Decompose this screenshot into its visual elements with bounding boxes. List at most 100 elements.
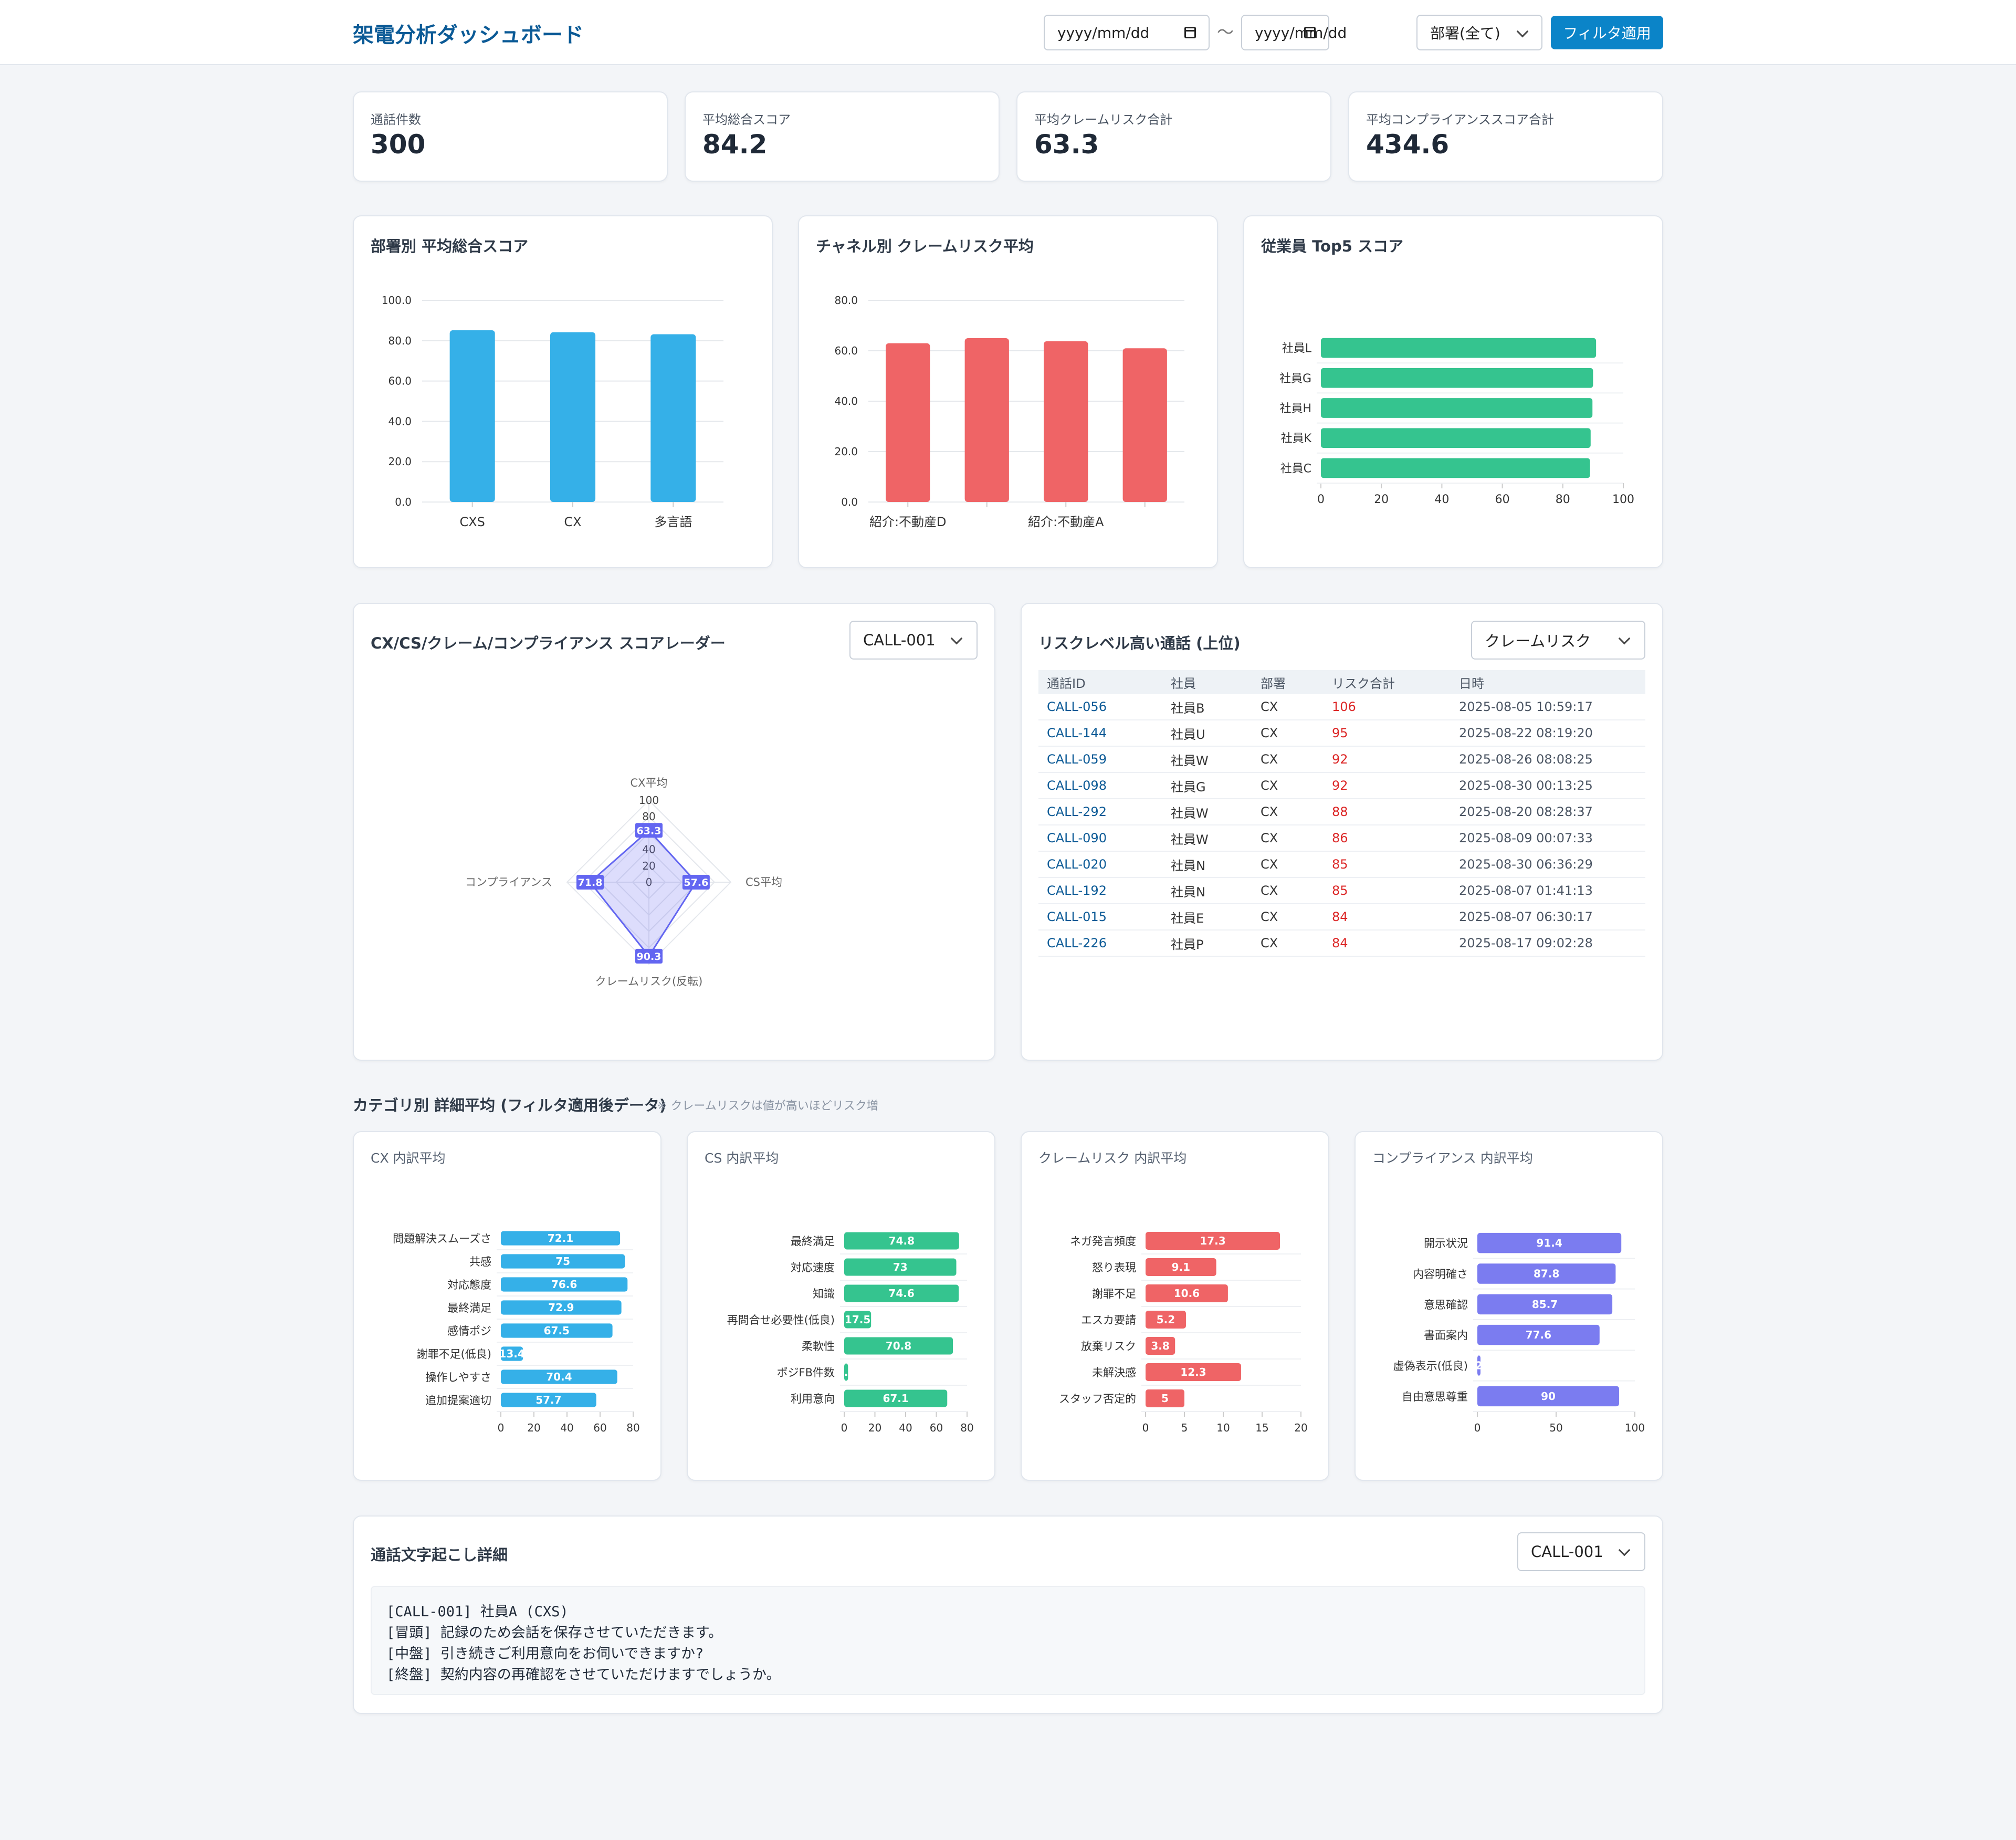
radar-call-select[interactable]: CALL-001 bbox=[849, 621, 978, 660]
calendar-icon[interactable] bbox=[1184, 27, 1196, 38]
radar-axis-label: コンプライアンス bbox=[465, 876, 552, 888]
call-id-link[interactable]: CALL-144 bbox=[1038, 720, 1162, 747]
table-row[interactable]: CALL-192 社員N CX 85 2025-08-07 01:41:13 bbox=[1038, 877, 1645, 904]
risk-total-cell: 85 bbox=[1324, 877, 1451, 904]
table-row[interactable]: CALL-020 社員N CX 85 2025-08-30 06:36:29 bbox=[1038, 851, 1645, 878]
data-label: 70.4 bbox=[546, 1371, 572, 1383]
y-tick-label: 100.0 bbox=[382, 294, 412, 307]
department-select[interactable]: 部署(全て) bbox=[1416, 15, 1542, 50]
claim-breakdown-card: クレームリスク 内訳平均 0 5 10 15 20 ネガ発言頻度 17.3 怒り表現 9.1 謝罪… bbox=[1021, 1131, 1329, 1481]
call-id-link[interactable]: CALL-090 bbox=[1038, 825, 1162, 852]
call-id-link[interactable]: CALL-192 bbox=[1038, 877, 1162, 904]
table-row[interactable]: CALL-098 社員G CX 92 2025-08-30 00:13:25 bbox=[1038, 772, 1645, 799]
data-label: 87.8 bbox=[1534, 1268, 1559, 1280]
bar bbox=[844, 1284, 959, 1302]
kpi-label: 平均コンプライアンススコア合計 bbox=[1366, 112, 1554, 127]
table-row[interactable]: CALL-056 社員B CX 106 2025-08-05 10:59:17 bbox=[1038, 694, 1645, 720]
transcript-text: [CALL-001] 社員A (CXS) [冒頭] 記録のため会話を保存させてい… bbox=[371, 1586, 1645, 1695]
table-row[interactable]: CALL-144 社員U CX 95 2025-08-22 08:19:20 bbox=[1038, 720, 1645, 747]
datetime-cell: 2025-08-30 06:36:29 bbox=[1451, 851, 1645, 878]
risk-total-cell: 84 bbox=[1324, 904, 1451, 931]
apply-filter-button[interactable]: フィルタ適用 bbox=[1551, 16, 1663, 49]
x-tick-label: 5 bbox=[1181, 1421, 1188, 1434]
kpi-card-call-count: 通話件数 300 bbox=[353, 91, 668, 182]
call-id-link[interactable]: CALL-098 bbox=[1038, 772, 1162, 799]
x-tick-label: CX bbox=[564, 515, 581, 529]
bar bbox=[1477, 1355, 1480, 1376]
claim-breakdown-chart: 0 5 10 15 20 ネガ発言頻度 17.3 怒り表現 9.1 謝罪不足 10.6 エスカ要請 5.… bbox=[1059, 1232, 1308, 1434]
high-risk-calls-table: 通話ID 社員 部署 リスク合計 日時 CALL-056 社員B CX 106 2025… bbox=[1038, 670, 1645, 957]
table-row[interactable]: CALL-059 社員W CX 92 2025-08-26 08:08:25 bbox=[1038, 746, 1645, 773]
y-category-label: 意思確認 bbox=[1424, 1299, 1468, 1311]
call-id-link[interactable]: CALL-226 bbox=[1038, 930, 1162, 957]
channel-risk-chart: 0.0 20.0 40.0 60.0 80.0 紹介:不動産D 紹介:不動産A bbox=[834, 294, 1184, 529]
table-row[interactable]: CALL-090 社員W CX 86 2025-08-09 00:07:33 bbox=[1038, 825, 1645, 852]
call-id-link[interactable]: CALL-056 bbox=[1038, 694, 1162, 720]
card-title: CX/CS/クレーム/コンプライアンス スコアレーダー bbox=[371, 634, 726, 652]
table-row[interactable]: CALL-292 社員W CX 88 2025-08-20 08:28:37 bbox=[1038, 799, 1645, 825]
data-label: 17.3 bbox=[1200, 1235, 1225, 1247]
date-to-input[interactable]: yyyy/mm/dd bbox=[1241, 15, 1347, 50]
table-row[interactable]: CALL-015 社員E CX 84 2025-08-07 06:30:17 bbox=[1038, 904, 1645, 931]
bar bbox=[844, 1337, 953, 1355]
call-id-link[interactable]: CALL-015 bbox=[1038, 904, 1162, 931]
x-tick-label: 15 bbox=[1255, 1421, 1268, 1434]
radar-call-select-value: CALL-001 bbox=[863, 631, 936, 649]
data-label: 2.5 bbox=[837, 1366, 855, 1378]
radar-tick-label: 20 bbox=[642, 860, 655, 872]
date-from-input[interactable]: yyyy/mm/dd bbox=[1044, 15, 1210, 50]
transcript-line: [冒頭] 記録のため会話を保存させていただきます。 bbox=[386, 1625, 723, 1641]
bar bbox=[1146, 1258, 1216, 1276]
bar bbox=[1122, 348, 1167, 502]
datetime-cell: 2025-08-26 08:08:25 bbox=[1451, 746, 1645, 773]
card-title: CS 内訳平均 bbox=[705, 1151, 779, 1166]
bar bbox=[1477, 1294, 1613, 1315]
x-tick-label: 0 bbox=[1142, 1421, 1149, 1434]
transcript-call-select[interactable]: CALL-001 bbox=[1517, 1532, 1645, 1571]
y-category-label: 柔軟性 bbox=[802, 1340, 835, 1353]
y-category-label: 再問合せ必要性(低良) bbox=[727, 1314, 835, 1326]
employee-cell: 社員B bbox=[1162, 694, 1252, 720]
bar bbox=[501, 1346, 523, 1361]
x-tick-label: 60 bbox=[593, 1421, 606, 1434]
bar bbox=[1146, 1389, 1184, 1407]
employee-cell: 社員G bbox=[1162, 772, 1252, 799]
bar bbox=[1321, 338, 1597, 358]
call-id-link[interactable]: CALL-020 bbox=[1038, 851, 1162, 878]
kpi-value: 434.6 bbox=[1366, 129, 1450, 160]
y-category-label: 社員L bbox=[1282, 342, 1312, 356]
x-tick-label: 0 bbox=[841, 1421, 848, 1434]
bar bbox=[1477, 1232, 1622, 1253]
kpi-label: 平均総合スコア bbox=[702, 112, 791, 127]
card-title: クレームリスク 内訳平均 bbox=[1038, 1151, 1187, 1166]
y-category-label: 開示状況 bbox=[1424, 1237, 1468, 1250]
y-category-label: 社員K bbox=[1281, 432, 1312, 445]
x-tick-label: 40 bbox=[560, 1421, 573, 1434]
radar-axis-label: CS平均 bbox=[746, 876, 782, 888]
x-tick-label: 40 bbox=[1434, 493, 1449, 506]
y-category-label: 内容明確さ bbox=[1413, 1268, 1468, 1281]
x-tick-label: 0 bbox=[498, 1421, 505, 1434]
risk-total-cell: 85 bbox=[1324, 851, 1451, 878]
radar-tick-label: 0 bbox=[646, 876, 653, 888]
call-id-link[interactable]: CALL-059 bbox=[1038, 746, 1162, 773]
transcript-line: [中盤] 引き続きご利用意向をお伺いできますか? bbox=[386, 1646, 704, 1662]
table-row[interactable]: CALL-226 社員P CX 84 2025-08-17 09:02:28 bbox=[1038, 930, 1645, 957]
x-tick-label: 100 bbox=[1612, 493, 1634, 506]
y-category-label: 問題解決スムーズさ bbox=[393, 1232, 491, 1245]
bar bbox=[1321, 428, 1591, 448]
datetime-cell: 2025-08-07 06:30:17 bbox=[1451, 904, 1645, 931]
bar bbox=[1146, 1363, 1242, 1381]
y-tick-label: 20.0 bbox=[388, 455, 412, 468]
y-category-label: 自由意思尊重 bbox=[1402, 1391, 1468, 1403]
risk-type-select[interactable]: クレームリスク bbox=[1471, 621, 1645, 660]
employee-cell: 社員N bbox=[1162, 877, 1252, 904]
radar-tick-label: 40 bbox=[642, 843, 655, 856]
y-category-label: 怒り表現 bbox=[1092, 1261, 1136, 1274]
calendar-icon[interactable] bbox=[1304, 27, 1316, 38]
transcript-call-select-value: CALL-001 bbox=[1531, 1543, 1603, 1561]
call-id-link[interactable]: CALL-292 bbox=[1038, 799, 1162, 825]
data-label: 63.3 bbox=[637, 825, 662, 837]
y-category-label: 最終満足 bbox=[791, 1235, 835, 1248]
y-category-label: 対応態度 bbox=[447, 1279, 491, 1291]
